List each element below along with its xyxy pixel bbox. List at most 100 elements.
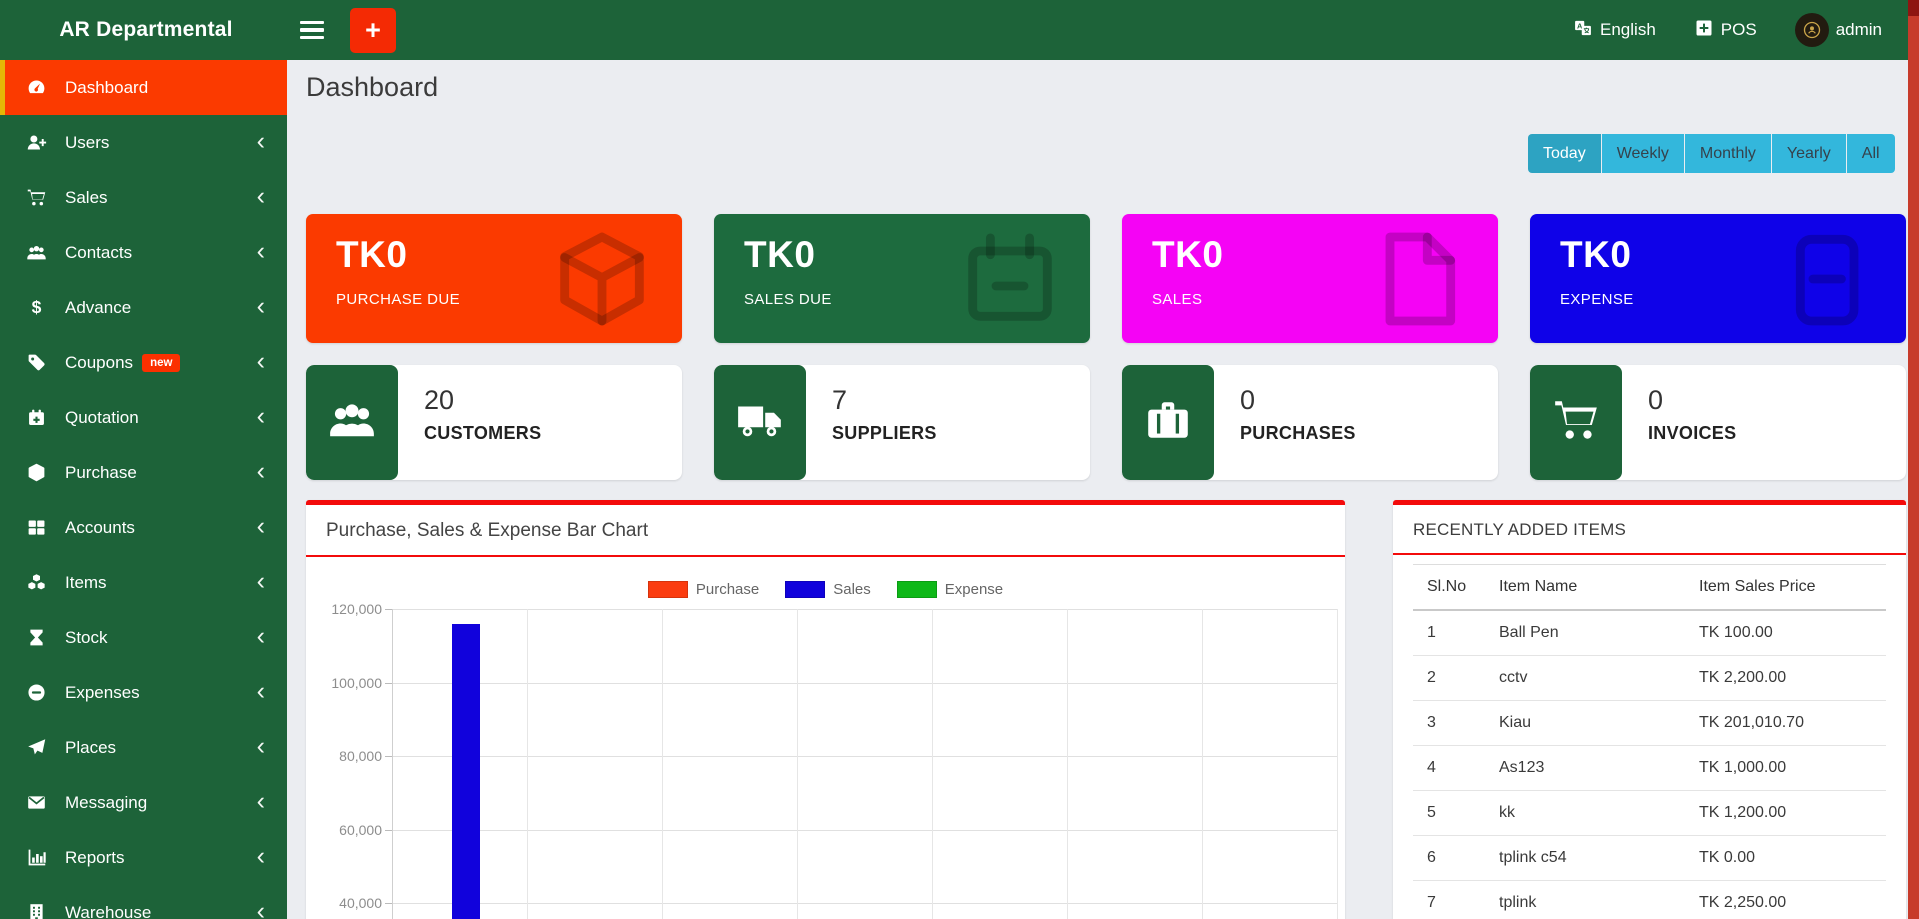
axis-tick [385, 756, 392, 757]
gridline-vertical [797, 609, 798, 919]
sidebar-item-purchase[interactable]: Purchase ‹ [0, 445, 287, 500]
count-label: INVOICES [1648, 423, 1737, 443]
legend-label: Sales [833, 581, 871, 598]
page-scrollbar[interactable] [1908, 0, 1919, 919]
sidebar-item-warehouse[interactable]: Warehouse ‹ [0, 885, 287, 919]
count-icon-block [1122, 365, 1214, 480]
brand-title: AR Departmental [59, 18, 233, 41]
language-menu[interactable]: A English [1573, 18, 1656, 43]
sidebar-item-messaging[interactable]: Messaging ‹ [0, 775, 287, 830]
filter-yearly[interactable]: Yearly [1771, 134, 1846, 173]
cell-item-name: tplink c54 [1499, 835, 1699, 881]
sidebar-item-contacts[interactable]: Contacts ‹ [0, 225, 287, 280]
chevron-left-icon: ‹ [256, 676, 265, 705]
table-row: 2 cctv TK 2,200.00 [1413, 655, 1886, 701]
chevron-left-icon: ‹ [256, 896, 265, 919]
stat-label: SALES [1152, 291, 1203, 308]
filter-weekly[interactable]: Weekly [1601, 134, 1684, 173]
y-axis-label: 120,000 [331, 601, 382, 617]
cubes-icon [26, 572, 50, 594]
dollar-icon: $ [26, 297, 50, 319]
stat-card-sales-due: TK0 SALES DUE [714, 214, 1090, 343]
count-value: 7 [832, 385, 848, 415]
table-row: 4 As123 TK 1,000.00 [1413, 745, 1886, 791]
chevron-left-icon: ‹ [256, 401, 265, 430]
filter-monthly[interactable]: Monthly [1684, 134, 1771, 173]
chevron-left-icon: ‹ [256, 236, 265, 265]
calendar-minus-wm-icon [954, 223, 1066, 335]
sidebar-item-coupons[interactable]: Coupons new ‹ [0, 335, 287, 390]
column-header-item-name: Item Name [1499, 564, 1699, 611]
column-header-sl-no: Sl.No [1413, 564, 1499, 611]
sidebar-item-label: Sales [65, 187, 108, 207]
stat-value: TK0 [336, 234, 408, 275]
stat-card-row: TK0 PURCHASE DUE TK0 SALES DUE TK0 SALES TK0 EX… [306, 214, 1906, 343]
gridline-vertical [932, 609, 933, 919]
sidebar-item-label: Reports [65, 847, 125, 867]
chevron-left-icon: ‹ [256, 786, 265, 815]
cube-icon [26, 462, 50, 484]
svg-text:$: $ [32, 297, 42, 317]
sidebar-item-reports[interactable]: Reports ‹ [0, 830, 287, 885]
sidebar-item-dashboard[interactable]: Dashboard [0, 60, 287, 115]
count-value: 0 [1240, 385, 1256, 415]
sidebar-item-label: Dashboard [65, 77, 149, 97]
cell-item-price: TK 1,000.00 [1699, 745, 1886, 791]
user-menu[interactable]: admin [1794, 13, 1882, 47]
filter-today[interactable]: Today [1528, 134, 1601, 173]
sidebar-item-label: Advance [65, 297, 132, 317]
sidebar-item-items[interactable]: Items ‹ [0, 555, 287, 610]
sidebar-item-label: Stock [65, 627, 108, 647]
legend-label: Purchase [695, 581, 760, 598]
axis-tick [385, 829, 392, 831]
sidebar-item-places[interactable]: Places ‹ [0, 720, 287, 775]
table-row: 6 tplink c54 TK 0.00 [1413, 835, 1886, 881]
sidebar-item-label: Warehouse [65, 902, 152, 919]
cell-item-name: cctv [1499, 655, 1699, 701]
filter-all[interactable]: All [1846, 134, 1895, 173]
dashboard-icon [26, 77, 50, 99]
sidebar-item-users[interactable]: Users ‹ [0, 115, 287, 170]
recent-items-table: Sl.No Item Name Item Sales Price 1 Ball Pen… [1413, 564, 1886, 919]
legend-swatch [785, 581, 826, 598]
chevron-left-icon: ‹ [256, 841, 265, 870]
sidebar-item-advance[interactable]: $ Advance ‹ [0, 280, 287, 335]
table-header-row: Sl.No Item Name Item Sales Price [1413, 564, 1886, 611]
legend-item-purchase[interactable]: Purchase [647, 581, 760, 598]
chevron-left-icon: ‹ [256, 621, 265, 650]
table-row: 5 kk TK 1,200.00 [1413, 790, 1886, 836]
sidebar-item-label: Contacts [65, 242, 133, 262]
sidebar-item-label: Items [65, 572, 107, 592]
recent-items-card: RECENTLY ADDED ITEMS Sl.No Item Name Item … [1393, 500, 1906, 919]
sidebar: Dashboard Users ‹ Sales ‹ Contacts ‹ $ Advance ‹ C… [0, 60, 287, 919]
stat-card-expense: TK0 EXPENSE [1530, 214, 1906, 343]
menu-toggle-icon[interactable] [300, 21, 324, 39]
topbar: AR Departmental + A English POS admin [0, 0, 1908, 60]
gridline-horizontal [392, 829, 1337, 831]
gridline-vertical [1202, 609, 1203, 919]
pos-button[interactable]: POS [1694, 18, 1757, 43]
legend-item-sales[interactable]: Sales [785, 581, 871, 598]
page-title: Dashboard [306, 72, 439, 102]
sidebar-item-sales[interactable]: Sales ‹ [0, 170, 287, 225]
sidebar-item-label: Purchase [65, 462, 137, 482]
cell-slno: 6 [1413, 835, 1499, 881]
sidebar-item-stock[interactable]: Stock ‹ [0, 610, 287, 665]
y-axis-label: 40,000 [339, 895, 382, 911]
legend-item-expense[interactable]: Expense [896, 581, 1003, 598]
count-label: CUSTOMERS [424, 423, 542, 443]
bar-chart-icon [26, 847, 50, 869]
username-label: admin [1835, 20, 1882, 39]
scrollbar-thumb[interactable] [1908, 0, 1919, 16]
sidebar-item-quotation[interactable]: Quotation ‹ [0, 390, 287, 445]
language-icon: A [1573, 18, 1593, 43]
users-icon [26, 242, 50, 264]
sidebar-item-accounts[interactable]: Accounts ‹ [0, 500, 287, 555]
quick-add-button[interactable]: + [350, 7, 396, 53]
sidebar-item-expenses[interactable]: Expenses ‹ [0, 665, 287, 720]
count-card-purchases: 0 PURCHASES [1122, 365, 1498, 480]
cell-item-price: TK 2,200.00 [1699, 655, 1886, 701]
cell-slno: 2 [1413, 655, 1499, 701]
chevron-left-icon: ‹ [256, 731, 265, 760]
user-plus-icon [26, 132, 50, 154]
